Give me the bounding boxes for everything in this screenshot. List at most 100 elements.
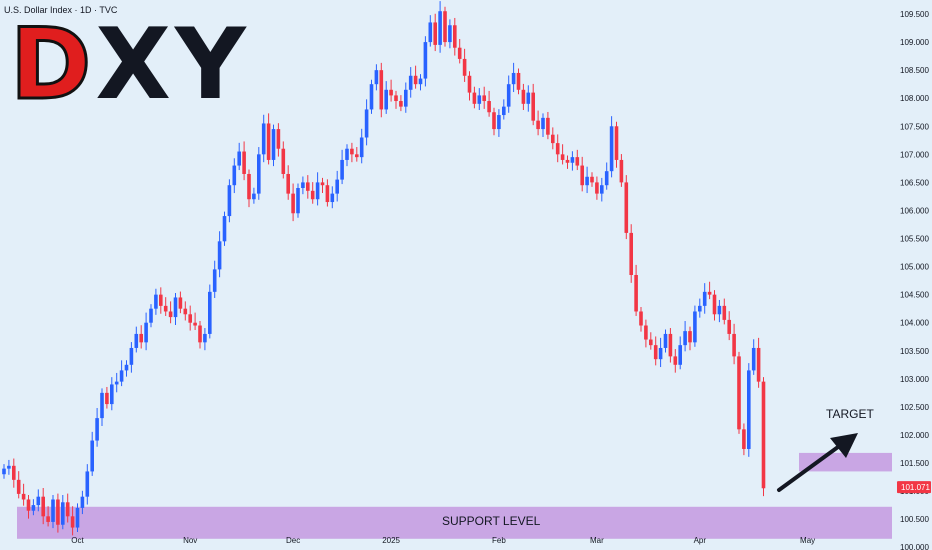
candle-down [668,333,673,357]
y-tick-label: 105.500 [900,235,929,244]
candle-down [653,345,658,360]
candle-down [722,305,727,320]
candle-down [56,499,60,525]
candle-up [134,333,139,348]
candle-up [448,25,452,43]
candle-down [46,516,50,522]
x-tick-label: Oct [71,536,84,545]
candle-up [301,182,305,189]
candle-up [149,308,153,323]
y-tick-label: 103.500 [900,347,929,356]
candle-down [472,92,477,104]
current-price-tag: 101.071 [897,481,931,494]
candle-up [257,154,261,194]
candle-down [193,322,197,326]
candle-down [281,148,286,174]
candle-down [629,232,633,275]
candle-up [428,22,433,43]
candle-down [742,429,746,449]
candle-up [2,468,6,475]
candle-down [649,339,653,346]
candle-down [487,101,491,113]
logo-letters-xy: XY [95,8,250,122]
y-tick-label: 107.500 [900,122,929,131]
candle-down [575,157,580,166]
candle-down [756,347,761,382]
candle-up [7,465,11,469]
candle-up [85,471,90,497]
candle-up [232,165,237,186]
candle-down [712,294,717,315]
y-tick-label: 107.000 [900,150,929,159]
candle-down [619,159,624,183]
candle-up [173,297,178,318]
logo-letter-d: D [8,8,96,122]
candle-up [526,92,531,104]
candle-down [737,356,741,430]
candle-up [271,129,276,160]
candle-up [95,418,99,441]
dxy-logo: DXY [8,15,250,116]
candle-down [413,75,418,85]
candle-up [110,384,114,405]
candle-down [761,381,766,489]
candle-down [139,333,143,343]
candle-up [369,84,374,110]
candle-down [673,356,678,365]
y-tick-label: 100.000 [900,543,929,550]
candle-up [222,216,227,242]
candle-down [595,182,599,194]
candle-down [732,333,736,357]
y-tick-label: 101.500 [900,459,929,468]
y-tick-label: 102.500 [900,403,929,412]
candle-up [506,84,511,107]
candle-down [462,58,467,76]
candle-up [364,109,369,138]
candle-up [404,89,408,107]
candle-down [355,154,359,158]
candle-up [340,159,344,180]
candle-up [698,305,702,312]
candle-down [707,291,712,295]
candle-down [555,143,560,155]
candle-up [702,291,707,306]
candle-down [266,123,271,160]
candle-up [658,347,663,360]
candle-up [585,176,589,186]
candle-down [546,117,550,135]
candle-down [163,305,168,312]
candle-down [727,319,731,334]
candle-up [315,182,320,200]
candle-up [212,269,217,292]
candle-down [565,159,570,163]
x-tick-label: Feb [492,536,506,545]
candle-down [168,311,173,318]
candle-up [203,333,207,343]
candle-up [80,496,85,508]
y-tick-label: 108.000 [900,94,929,103]
candle-up [609,126,614,172]
candle-up [678,345,682,365]
candle-down [644,325,648,340]
y-tick-label: 100.500 [900,515,929,524]
support-zone [17,506,892,539]
candle-up [124,364,129,371]
candle-down [551,134,555,144]
candle-down [41,496,45,517]
candle-up [61,502,65,525]
candle-down [433,22,437,45]
candle-up [408,75,413,90]
candle-down [183,308,188,315]
candle-down [276,129,281,149]
candle-up [51,499,55,522]
candle-up [144,322,148,343]
candle-down [306,182,310,191]
candle-up [384,89,388,110]
candle-down [634,275,638,312]
candle-down [65,502,70,517]
candle-up [418,78,423,85]
y-axis: 109.500 109.000 108.500 108.000 107.500 107.0… [900,10,929,550]
candle-up [345,148,349,160]
candle-down [320,182,325,186]
